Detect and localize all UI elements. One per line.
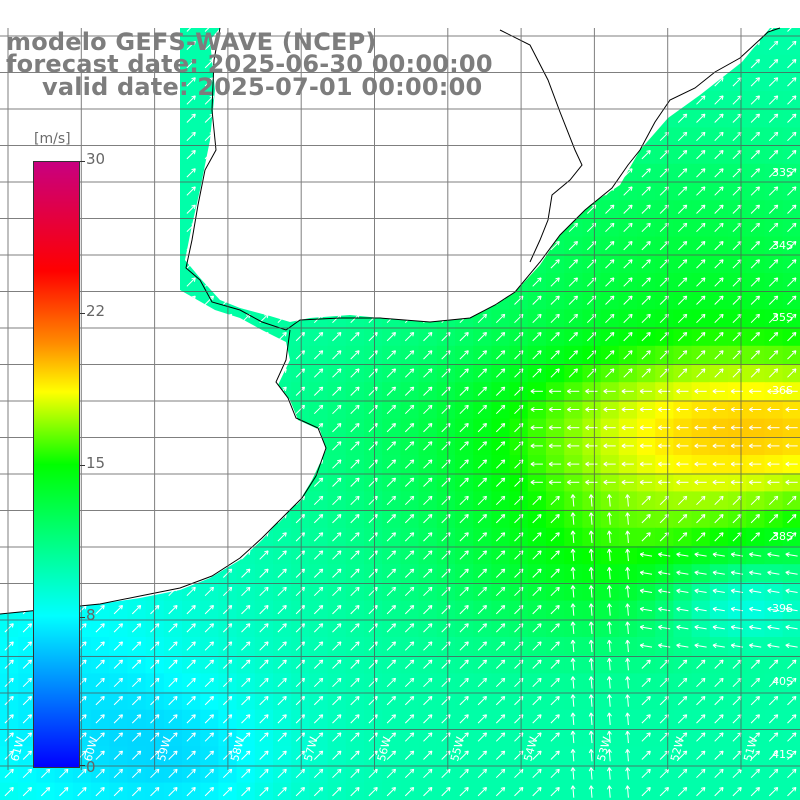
latitude-label: 33S [772, 166, 793, 179]
colorbar-unit-label: [m/s] [34, 131, 71, 147]
colorbar-tick-label: 15 [86, 454, 106, 472]
colorbar-tick-mark [79, 617, 85, 618]
colorbar [33, 161, 80, 768]
colorbar-tick-mark [79, 465, 85, 466]
colorbar-tick-label: 30 [86, 150, 106, 168]
latitude-label: 35S [772, 311, 793, 324]
latitude-label: 34S [772, 239, 793, 252]
latitude-label: 36S [772, 384, 793, 397]
colorbar-tick-mark [79, 161, 85, 162]
map-title-valid-date: valid date: 2025-07-01 00:00:00 [42, 73, 483, 101]
latitude-label: 40S [772, 675, 793, 688]
latitude-label: 41S [772, 748, 793, 761]
wind-speed-cell [782, 782, 800, 800]
colorbar-tick-label: 0 [86, 758, 96, 776]
colorbar-tick-label: 22 [86, 302, 106, 320]
colorbar-tick-mark [79, 313, 85, 314]
colorbar-tick-label: 8 [86, 606, 96, 624]
latitude-label: 38S [772, 530, 793, 543]
latitude-label: 39S [772, 602, 793, 615]
colorbar-tick-mark [79, 765, 85, 766]
